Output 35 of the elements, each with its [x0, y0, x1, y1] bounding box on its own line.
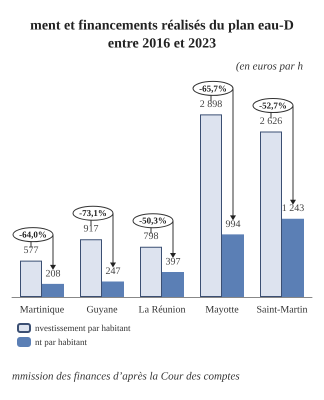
text: mmission des finances d’après la Cour des comptes	[12, 370, 240, 382]
chart-title: ment et financements réalisés du plan eau-D entre 2016 et 2023	[30, 18, 294, 52]
data-label: 577	[24, 245, 38, 256]
data-label: 2 898	[200, 98, 222, 110]
bar	[42, 284, 64, 297]
data-label: 397	[166, 256, 180, 268]
data-label: 247	[106, 266, 120, 277]
text: -52,7%	[259, 100, 287, 111]
bar	[102, 281, 124, 297]
text: -65,7%	[199, 83, 227, 94]
bar	[260, 132, 282, 297]
bar	[140, 246, 162, 297]
bar	[282, 218, 304, 297]
x-tick-label: La Réunion	[138, 304, 186, 316]
data-label: 798	[144, 231, 158, 242]
chart-subtitle: (en euros par h	[236, 60, 304, 72]
annotation: -50,3%	[139, 216, 167, 226]
legend-label: nt par habitant	[35, 337, 88, 347]
data-label: 917	[84, 224, 98, 235]
x-tick-label: Mayotte	[205, 304, 240, 316]
annotation: -64,0%	[19, 230, 47, 240]
x-tick-label: Guyane	[86, 304, 118, 316]
x-tick-label: Martinique	[20, 304, 65, 316]
bar	[20, 260, 42, 297]
data-label: 208	[46, 268, 60, 280]
annotation: -73,1%	[79, 208, 107, 218]
x-tick-label: Saint-Martin	[256, 304, 308, 316]
data-label: 2 626	[260, 116, 282, 128]
data-label: 1 243	[282, 203, 304, 214]
legend-label: nvestissement par habitant	[35, 323, 131, 333]
bar	[200, 114, 222, 297]
bar	[162, 272, 184, 297]
bar	[222, 234, 244, 297]
bar	[80, 239, 102, 297]
data-label: 994	[226, 218, 240, 230]
